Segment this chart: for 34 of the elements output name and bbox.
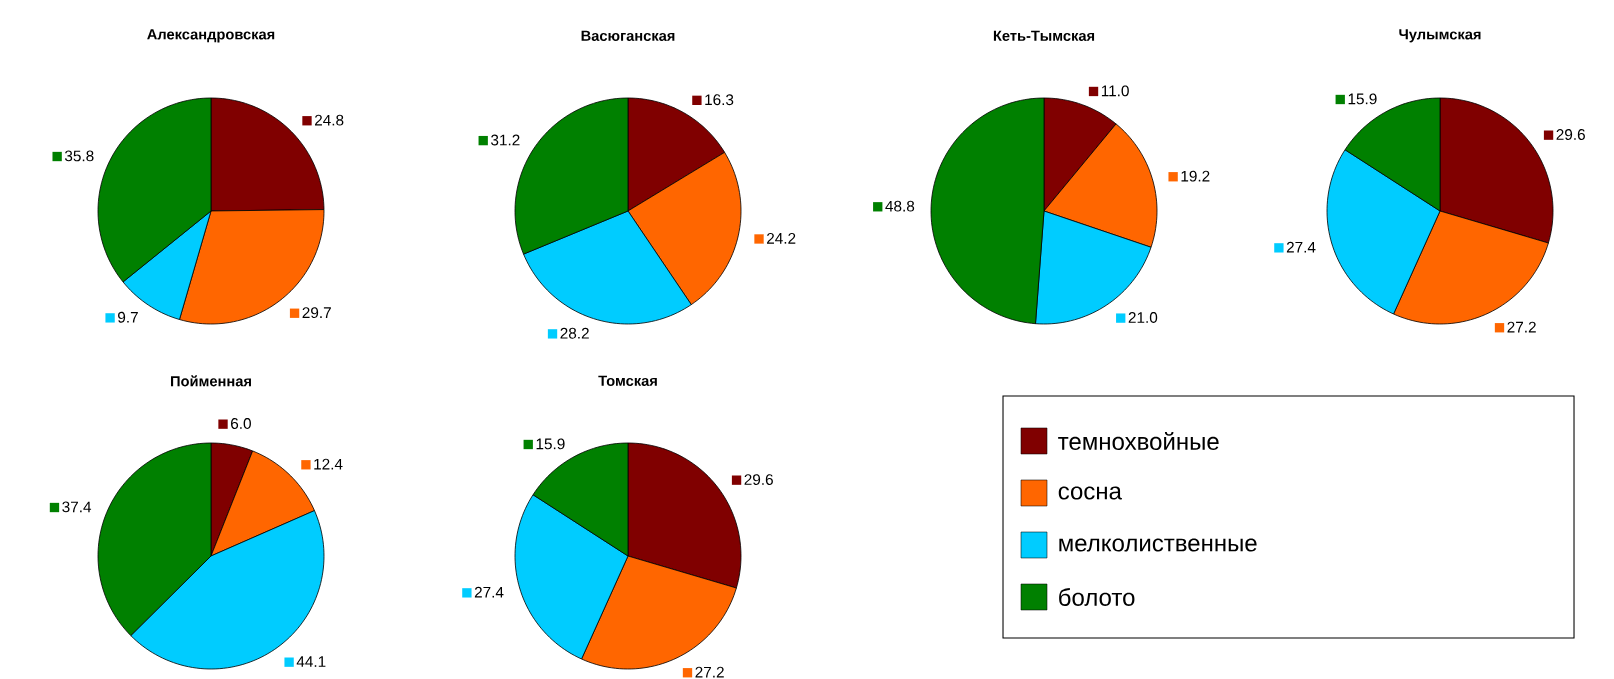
- data-label: 27.4: [1286, 241, 1316, 253]
- data-label: 44.1: [296, 656, 326, 667]
- data-label: 11.0: [1101, 85, 1129, 97]
- data-label: 15.9: [1348, 93, 1377, 105]
- legend-label: темнохвойные: [1058, 431, 1219, 451]
- data-label: 21.0: [1128, 312, 1158, 323]
- chart-title: Пойменная: [171, 375, 251, 387]
- data-label: 35.8: [64, 150, 94, 162]
- data-label: 6.0: [231, 418, 251, 429]
- legend-label: мелколиственные: [1059, 538, 1257, 552]
- data-label: 15.9: [536, 438, 565, 450]
- legend-label: болото: [1059, 588, 1135, 606]
- data-label: 24.2: [767, 232, 796, 244]
- chart-title: Васюганская: [581, 30, 675, 41]
- data-label: 12.4: [314, 458, 343, 470]
- chart-title: Томская: [598, 375, 657, 386]
- data-label: 29.7: [302, 307, 331, 319]
- data-label: 29.6: [744, 474, 773, 485]
- data-label: 28.2: [560, 327, 589, 339]
- data-label: 19.2: [1181, 170, 1210, 182]
- chart-title: Чулымская: [1399, 29, 1481, 43]
- chart-title: Александровская: [147, 29, 275, 43]
- data-label: 29.6: [1556, 129, 1585, 140]
- chart-title: Кеть-Тымская: [993, 30, 1095, 41]
- data-label: 16.3: [705, 94, 734, 106]
- data-label: 31.2: [491, 134, 520, 146]
- data-label: 24.8: [314, 114, 344, 126]
- data-label: 37.4: [62, 501, 92, 513]
- data-label: 27.2: [695, 666, 724, 678]
- data-label: 27.2: [1507, 321, 1536, 333]
- data-label: 27.4: [474, 586, 504, 598]
- data-label: 9.7: [118, 311, 138, 323]
- legend-label: сосна: [1058, 486, 1122, 500]
- data-label: 48.8: [885, 200, 915, 212]
